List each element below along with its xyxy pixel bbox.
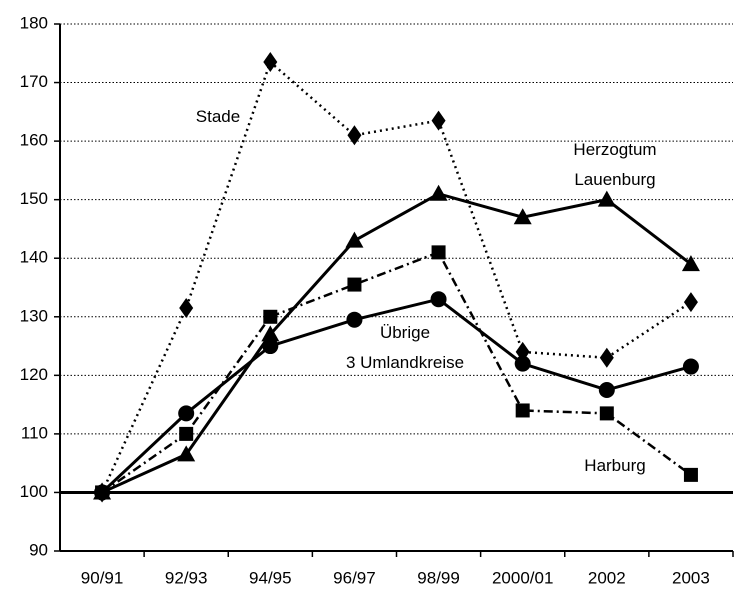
- marker: [347, 277, 362, 292]
- y-tick-label: 100: [20, 482, 48, 501]
- marker: [95, 485, 110, 500]
- marker: [597, 190, 616, 207]
- marker: [682, 358, 699, 375]
- marker: [262, 338, 279, 355]
- x-tick-label: 92/93: [165, 568, 208, 587]
- y-tick-label: 170: [20, 72, 48, 91]
- series-line: [101, 192, 692, 494]
- marker: [263, 52, 278, 73]
- y-tick-label: 180: [20, 13, 48, 32]
- marker: [430, 291, 447, 308]
- series-label: Stade: [195, 107, 241, 126]
- marker: [431, 110, 446, 131]
- y-tick-label: 130: [20, 306, 48, 325]
- series-label: Herzogtum Lauenburg: [573, 140, 657, 189]
- x-tick-label: 96/97: [333, 568, 376, 587]
- y-tick-label: 140: [20, 248, 48, 267]
- marker: [177, 445, 196, 462]
- marker: [599, 406, 614, 421]
- marker: [683, 292, 698, 313]
- marker: [599, 347, 614, 368]
- marker: [178, 405, 195, 422]
- x-tick-label: 90/91: [81, 568, 124, 587]
- marker: [347, 125, 362, 146]
- marker: [429, 184, 448, 201]
- marker: [179, 297, 194, 318]
- marker: [179, 426, 194, 441]
- y-tick-label: 110: [21, 423, 48, 442]
- marker: [515, 403, 530, 418]
- marker: [263, 309, 278, 324]
- x-tick-label: 2003: [672, 568, 710, 587]
- marker: [261, 325, 280, 342]
- x-tick-label: 94/95: [249, 568, 292, 587]
- marker: [683, 467, 698, 482]
- marker: [514, 355, 531, 372]
- x-tick-label: 2000/01: [492, 568, 553, 587]
- series-label: Harburg: [584, 456, 646, 475]
- x-tick-label: 2002: [588, 568, 626, 587]
- y-tick-label: 150: [20, 189, 48, 208]
- series-label: Übrige 3 Umlandkreise: [345, 323, 465, 372]
- y-tick-label: 90: [29, 540, 48, 559]
- series-line: [100, 59, 692, 493]
- marker: [598, 381, 615, 398]
- marker: [681, 255, 700, 272]
- series-line: [101, 297, 692, 494]
- marker: [431, 245, 446, 260]
- marker: [345, 231, 364, 248]
- marker: [513, 208, 532, 225]
- series-line: [101, 250, 692, 494]
- y-tick-label: 120: [20, 365, 48, 384]
- marker: [346, 311, 363, 328]
- y-tick-label: 160: [20, 131, 48, 150]
- x-tick-label: 98/99: [417, 568, 460, 587]
